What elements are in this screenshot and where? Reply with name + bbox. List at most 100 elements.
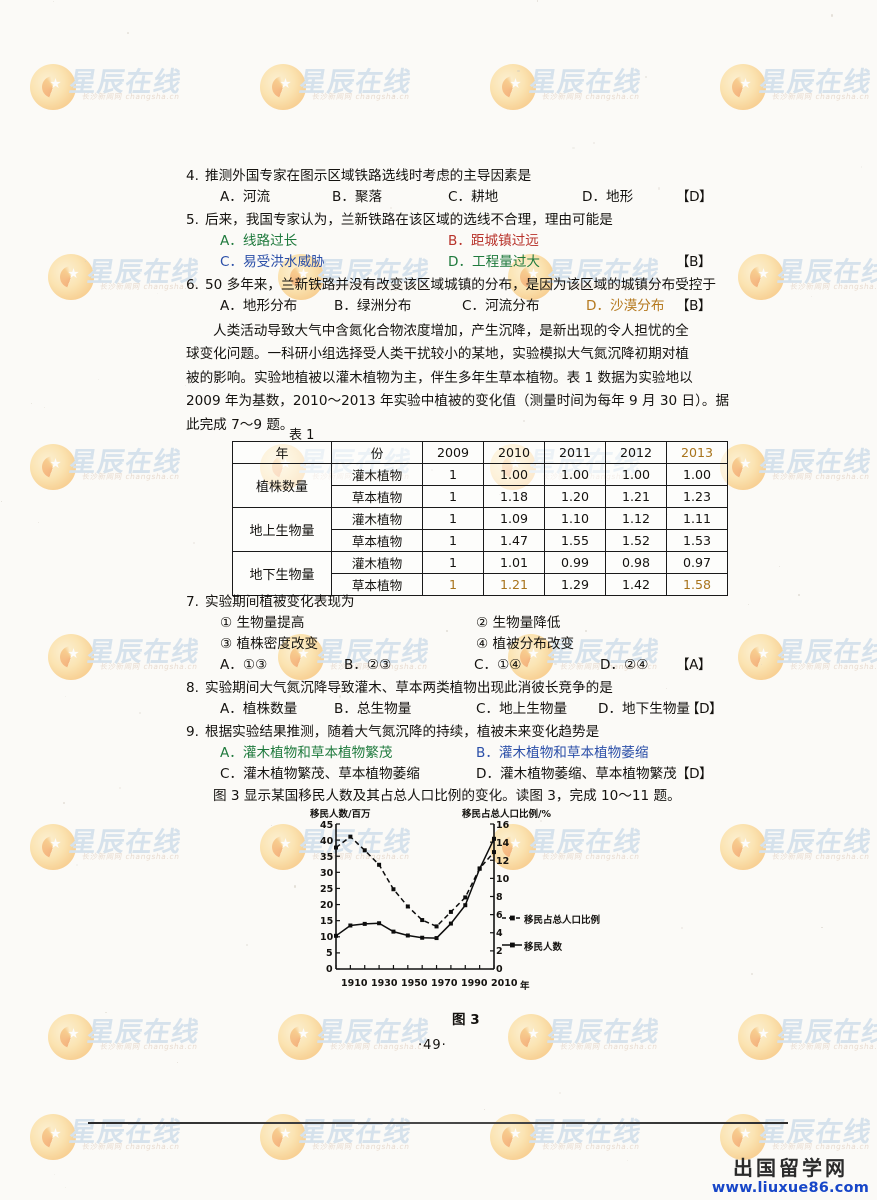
- watermark-text: 星辰在线: [85, 637, 202, 668]
- question-8-option-b[interactable]: B．总生物量: [334, 701, 412, 717]
- chart-plot-area: [334, 823, 522, 970]
- paper-speck: [559, 1091, 562, 1094]
- watermark-logo: 星辰在线长沙新闻网 changsha.cn: [720, 60, 877, 118]
- question-6-option-c[interactable]: C．河流分布: [462, 298, 540, 314]
- question-5-answer: 【B】: [676, 254, 712, 270]
- watermark-subtext: 长沙新闻网 changsha.cn: [541, 92, 641, 101]
- watermark-text: 星辰在线: [775, 637, 877, 668]
- question-7-item-3: ③ 植株密度改变: [220, 636, 319, 652]
- table-cell: 1.12: [605, 507, 667, 530]
- table-cell: 1.20: [544, 485, 606, 508]
- watermark-logo: 星辰在线长沙新闻网 changsha.cn: [260, 60, 460, 118]
- footer-site-name: 出国留学网: [732, 1156, 848, 1180]
- paper-speck: [517, 70, 520, 73]
- paper-speck: [852, 844, 855, 847]
- chart-ytick-30: 30: [320, 868, 334, 879]
- question-7-item-2: ② 生物量降低: [476, 615, 561, 631]
- paper-speck: [760, 664, 762, 666]
- paper-speck: [483, 1109, 486, 1111]
- footer-brand: 出国留学网 www.liuxue86.com: [712, 1152, 869, 1196]
- question-9-option-b[interactable]: B．灌木植物和草本植物萎缩: [476, 745, 649, 761]
- question-5-option-b[interactable]: B．距城镇过远: [448, 233, 539, 249]
- chart-intro-text: 图 3 显示某国移民人数及其占总人口比例的变化。读图 3，完成 10～11 题。: [186, 785, 706, 808]
- question-8-option-a[interactable]: A．植株数量: [220, 701, 298, 717]
- watermark-text: 星辰在线: [67, 447, 184, 478]
- chart-ytick-35: 35: [320, 852, 334, 863]
- figure-caption: 图 3: [452, 1012, 480, 1028]
- table-cell: 1.09: [483, 507, 545, 530]
- paper-speck: [446, 629, 449, 632]
- star-icon: [758, 268, 769, 279]
- question-7-option-b[interactable]: B．②③: [344, 657, 392, 673]
- paper-speck: [241, 685, 244, 688]
- paper-speck: [657, 187, 660, 190]
- question-8-option-c[interactable]: C．地上生物量: [476, 701, 568, 717]
- star-icon: [510, 1128, 521, 1139]
- chart-xtick-1950: 1950: [401, 978, 428, 989]
- question-5-number: 5.: [186, 212, 199, 228]
- star-icon: [740, 458, 751, 469]
- paper-speck: [613, 98, 615, 101]
- question-5-option-c[interactable]: C．易受洪水威胁: [220, 254, 325, 270]
- watermark-subtext: 长沙新闻网 changsha.cn: [81, 92, 181, 101]
- watermark-subtext: 长沙新闻网 changsha.cn: [99, 282, 199, 291]
- paper-speck: [514, 624, 516, 627]
- table-header-2009: 2009: [422, 441, 484, 464]
- watermark-subtext: 长沙新闻网 changsha.cn: [789, 1042, 877, 1051]
- question-4-option-a[interactable]: A．河流: [220, 189, 271, 205]
- watermark-logo: 星辰在线长沙新闻网 changsha.cn: [30, 1110, 230, 1168]
- question-6-option-d[interactable]: D．沙漠分布: [586, 298, 665, 314]
- question-6-option-b[interactable]: B．绿洲分布: [334, 298, 412, 314]
- watermark-text: 星辰在线: [297, 67, 414, 98]
- table-subrow-label: 草本植物: [331, 529, 423, 552]
- star-circle-icon: [738, 254, 784, 300]
- watermark-subtext: 长沙新闻网 changsha.cn: [99, 1042, 199, 1051]
- question-4-option-b[interactable]: B．聚落: [332, 189, 383, 205]
- watermark-logo: 星辰在线长沙新闻网 changsha.cn: [720, 820, 877, 878]
- chart-xtick-1970: 1970: [431, 978, 458, 989]
- watermark-text: 星辰在线: [85, 1017, 202, 1048]
- chart-xtick-1990: 1990: [461, 978, 488, 989]
- watermark-subtext: 长沙新闻网 changsha.cn: [771, 472, 871, 481]
- star-circle-icon: [30, 1114, 76, 1160]
- question-6-stem: 50 多年来，兰新铁路并没有改变该区域城镇的分布，是因为该区域的城镇分布受控于: [205, 277, 716, 293]
- chart-ytick-0: 0: [326, 964, 333, 975]
- question-9-option-c[interactable]: C．灌木植物繁茂、草本植物萎缩: [220, 766, 420, 782]
- table-row: 地上生物量 灌木植物 1 1.09 1.10 1.12 1.11: [232, 507, 728, 552]
- question-4-option-c[interactable]: C．耕地: [448, 189, 499, 205]
- question-4-option-d[interactable]: D．地形: [582, 189, 634, 205]
- paper-speck: [64, 695, 67, 698]
- question-5-option-d[interactable]: D．工程量过大: [448, 254, 541, 270]
- watermark-subtext: 长沙新闻网 changsha.cn: [541, 1142, 641, 1151]
- chart-xtick-2010: 2010: [491, 978, 518, 989]
- chart-x-axis-label: 年: [520, 981, 530, 992]
- question-7-option-c[interactable]: C．①④: [474, 657, 522, 673]
- question-6-option-a[interactable]: A．地形分布: [220, 298, 298, 314]
- question-7-option-d[interactable]: D．②④: [600, 657, 649, 673]
- watermark-logo: 星辰在线长沙新闻网 changsha.cn: [738, 1010, 877, 1068]
- question-7-option-a[interactable]: A．①③: [220, 657, 268, 673]
- question-9-option-d[interactable]: D．灌木植物萎缩、草本植物繁茂: [476, 766, 677, 782]
- question-4-stem: 推测外国专家在图示区域铁路选线时考虑的主导因素是: [205, 168, 532, 184]
- question-5-option-a[interactable]: A．线路过长: [220, 233, 298, 249]
- paper-speck: [44, 407, 46, 408]
- footer-url[interactable]: www.liuxue86.com: [711, 1180, 869, 1196]
- paper-speck: [572, 146, 575, 150]
- paper-speck: [31, 403, 33, 405]
- table-header-year-left: 年: [232, 441, 332, 464]
- table-header-row: 年 份 2009 2010 2011 2012 2013: [232, 441, 728, 464]
- watermark-text: 星辰在线: [527, 1117, 644, 1148]
- watermark-logo: 星辰在线长沙新闻网 changsha.cn: [738, 630, 877, 688]
- watermark-subtext: 长沙新闻网 changsha.cn: [311, 92, 411, 101]
- watermark-text: 星辰在线: [757, 1117, 874, 1148]
- question-9-option-a[interactable]: A．灌木植物和草本植物繁茂: [220, 745, 393, 761]
- chart-ytick-45: 45: [320, 820, 334, 831]
- table-subrow-label: 草本植物: [331, 485, 423, 508]
- question-8-option-d[interactable]: D．地下生物量: [598, 701, 691, 717]
- chart-ytick-15: 15: [320, 916, 334, 927]
- chart-xtick-1930: 1930: [371, 978, 398, 989]
- star-icon: [280, 838, 291, 849]
- star-icon: [740, 1128, 751, 1139]
- paper-speck: [779, 566, 781, 568]
- watermark-logo: 星辰在线长沙新闻网 changsha.cn: [48, 1010, 248, 1068]
